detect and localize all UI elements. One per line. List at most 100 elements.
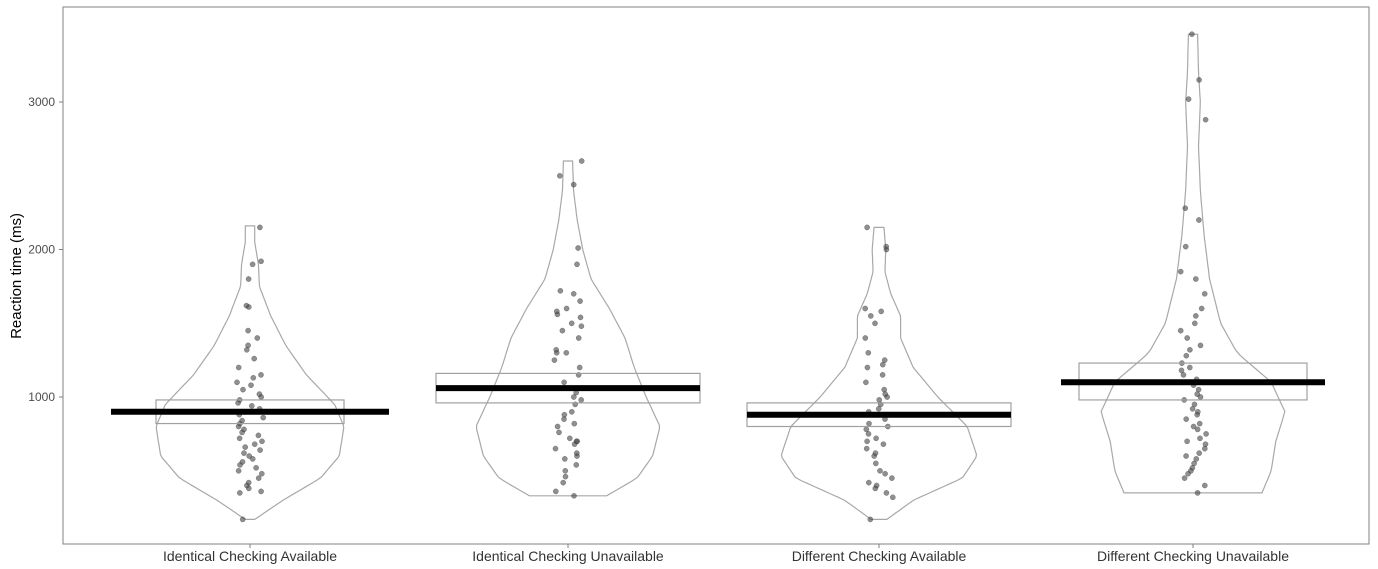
data-point [1196, 420, 1203, 427]
data-point [1182, 243, 1189, 250]
data-point [1197, 342, 1204, 349]
violin-group [746, 224, 1012, 523]
data-point [872, 460, 879, 467]
data-point [243, 302, 250, 309]
data-point [571, 492, 577, 499]
data-point [240, 386, 246, 393]
data-point [865, 479, 872, 486]
data-point [258, 488, 264, 495]
data-point [1196, 77, 1202, 83]
data-point [862, 335, 869, 341]
data-point [574, 438, 581, 445]
violin-group [435, 158, 701, 499]
data-point [239, 417, 245, 424]
data-point [1183, 416, 1190, 422]
y-axis-title: Reaction time (ms) [8, 213, 25, 339]
data-point [556, 172, 563, 179]
data-point [1194, 426, 1201, 433]
data-point [876, 397, 883, 403]
data-point [578, 397, 585, 403]
data-point [256, 391, 263, 397]
data-point [863, 445, 870, 452]
data-point [257, 447, 263, 453]
data-point [560, 479, 567, 486]
data-point [257, 224, 263, 231]
data-point [242, 444, 249, 450]
data-point [1182, 205, 1189, 212]
data-point [570, 181, 577, 188]
data-point [1191, 320, 1198, 327]
data-point [865, 431, 872, 437]
data-point [864, 224, 870, 231]
data-point [576, 364, 583, 371]
data-point [246, 453, 253, 459]
data-point [250, 374, 257, 381]
data-point [251, 441, 258, 448]
data-point [259, 438, 265, 445]
data-point [1201, 290, 1208, 297]
data-point [1194, 408, 1201, 415]
data-point [863, 379, 869, 386]
data-point [877, 467, 883, 474]
x-tick-label: Different Checking Unavailable [1097, 548, 1289, 564]
data-point [568, 408, 575, 415]
data-point [1196, 450, 1203, 456]
data-point [245, 342, 251, 349]
data-point [578, 158, 585, 164]
data-point [1198, 305, 1205, 312]
data-point [1186, 364, 1193, 371]
data-point [255, 475, 262, 481]
data-point [249, 261, 256, 268]
data-point [236, 435, 243, 442]
plot-panel [62, 6, 1370, 545]
data-point [255, 432, 262, 439]
data-point [862, 305, 869, 312]
y-axis: 1000 2000 3000 [28, 95, 63, 404]
data-point [236, 490, 243, 496]
data-point [561, 456, 568, 462]
data-point [1183, 453, 1189, 459]
x-tick-label: Different Checking Available [792, 548, 967, 564]
data-point [239, 459, 246, 465]
data-point [1191, 460, 1197, 467]
data-point [879, 372, 886, 378]
data-point [873, 482, 880, 489]
data-point [872, 450, 879, 456]
data-point [562, 473, 569, 480]
data-point [570, 290, 577, 297]
data-point [577, 314, 584, 321]
data-point [235, 364, 242, 371]
data-point [239, 516, 246, 523]
violin-shape [780, 226, 978, 520]
data-point [248, 382, 254, 389]
data-point [575, 335, 582, 341]
data-point [235, 467, 242, 474]
data-point [577, 298, 583, 304]
data-point [241, 426, 247, 433]
data-point [254, 335, 261, 341]
x-axis: Identical Checking Available Identical Ch… [163, 544, 1289, 564]
data-point [260, 414, 267, 421]
data-point [872, 320, 878, 327]
data-point [866, 420, 872, 427]
x-tick-label: Identical Checking Unavailable [472, 548, 664, 564]
violin-layer [111, 31, 1325, 523]
data-point [881, 357, 888, 363]
data-point [863, 426, 870, 433]
data-point [1203, 431, 1209, 437]
data-point [245, 479, 252, 486]
data-point [251, 355, 258, 362]
data-point [882, 470, 888, 477]
data-point [552, 488, 559, 495]
data-point [575, 245, 581, 251]
data-point [234, 379, 240, 386]
data-point [1178, 367, 1185, 374]
data-point [245, 327, 251, 334]
data-point [561, 379, 567, 386]
data-point [1185, 96, 1192, 102]
data-point [258, 372, 264, 378]
data-point [554, 423, 561, 430]
data-point [556, 429, 562, 436]
data-point [1194, 490, 1201, 496]
data-point [573, 462, 580, 468]
